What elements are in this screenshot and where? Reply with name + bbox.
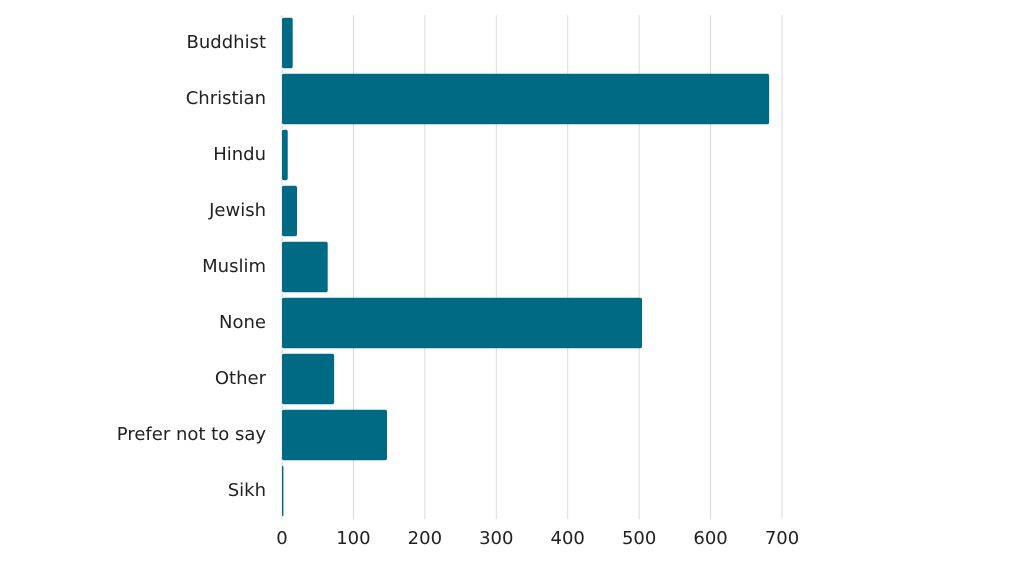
y-tick-label: Jewish xyxy=(208,200,266,221)
y-tick-label: Hindu xyxy=(213,144,266,165)
bar xyxy=(282,353,335,405)
x-tick-label: 100 xyxy=(336,528,370,549)
bar xyxy=(282,17,293,69)
x-tick-label: 500 xyxy=(622,528,656,549)
y-tick-label: Prefer not to say xyxy=(117,424,267,445)
x-tick-label: 200 xyxy=(408,528,442,549)
y-tick-label: Other xyxy=(215,368,267,389)
bar xyxy=(282,241,328,293)
bar xyxy=(282,185,297,237)
bar xyxy=(282,465,284,517)
x-tick-label: 400 xyxy=(551,528,585,549)
x-tick-label: 700 xyxy=(765,528,799,549)
y-tick-label: Sikh xyxy=(228,480,266,501)
y-tick-label: None xyxy=(219,312,266,333)
bar xyxy=(282,129,288,181)
x-tick-label: 0 xyxy=(276,528,287,549)
y-tick-label: Christian xyxy=(186,88,266,109)
bar xyxy=(282,409,387,461)
bar xyxy=(282,297,642,349)
bar xyxy=(282,73,770,125)
y-tick-label: Muslim xyxy=(202,256,266,277)
y-tick-label: Buddhist xyxy=(187,32,266,53)
x-tick-label: 600 xyxy=(693,528,727,549)
x-tick-label: 300 xyxy=(479,528,513,549)
